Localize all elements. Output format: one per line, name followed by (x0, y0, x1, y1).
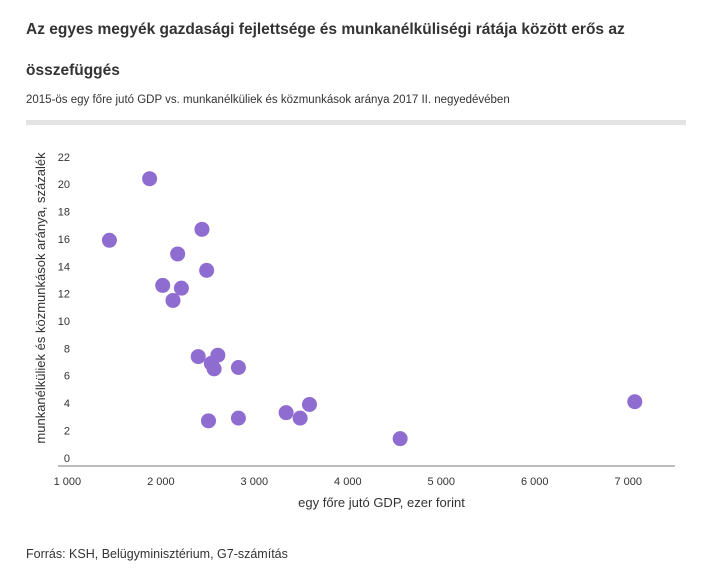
data-point (278, 405, 294, 421)
x-tick-label: 4 000 (334, 476, 362, 488)
x-tick-label: 6 000 (521, 476, 549, 488)
title-divider (26, 120, 686, 125)
x-tick-label: 1 000 (54, 476, 82, 488)
y-tick-label: 14 (58, 261, 70, 273)
data-point (627, 394, 643, 410)
chart-subtitle: 2015-ös egy főre jutó GDP vs. munkanélkü… (26, 94, 510, 106)
data-point (206, 361, 222, 377)
data-point (165, 292, 181, 308)
y-tick-label: 12 (58, 289, 70, 301)
y-axis-label: munkanélküliek és közmunkások aránya, sz… (33, 152, 48, 444)
y-tick-label: 6 (64, 371, 70, 383)
data-points (101, 171, 643, 447)
data-point (142, 171, 158, 187)
y-tick-label: 0 (64, 453, 70, 465)
x-axis-ticks: 1 000 2 000 3 000 4 000 5 000 6 000 7 000 (54, 476, 642, 488)
y-tick-label: 18 (58, 207, 70, 219)
y-axis-ticks: 0 2 4 6 8 10 12 14 16 18 20 22 (58, 152, 70, 465)
y-tick-label: 16 (58, 234, 70, 246)
data-point (194, 221, 210, 237)
data-point (230, 410, 246, 426)
source-note: Forrás: KSH, Belügyminisztérium, G7-szám… (26, 547, 288, 561)
x-axis-label: egy főre jutó GDP, ezer forint (298, 495, 465, 510)
data-point (101, 232, 117, 248)
data-point (173, 280, 189, 296)
x-tick-label: 2 000 (147, 476, 175, 488)
data-point (190, 349, 206, 365)
chart-title: Az egyes megyék gazdasági fejlettsége és… (26, 21, 625, 79)
data-point (199, 262, 215, 278)
data-point (230, 360, 246, 376)
y-tick-label: 22 (58, 152, 70, 164)
data-point (170, 246, 186, 262)
data-point (392, 431, 408, 447)
data-point (210, 347, 226, 363)
y-tick-label: 10 (58, 316, 70, 328)
x-tick-label: 5 000 (428, 476, 456, 488)
y-tick-label: 4 (64, 398, 70, 410)
x-tick-label: 3 000 (241, 476, 269, 488)
data-point (292, 410, 308, 426)
y-tick-label: 2 (64, 425, 70, 437)
data-point (155, 277, 171, 293)
y-tick-label: 8 (64, 343, 70, 355)
x-tick-label: 7 000 (614, 476, 642, 488)
data-point (201, 413, 217, 429)
data-point (301, 396, 317, 412)
y-tick-label: 20 (58, 179, 70, 191)
